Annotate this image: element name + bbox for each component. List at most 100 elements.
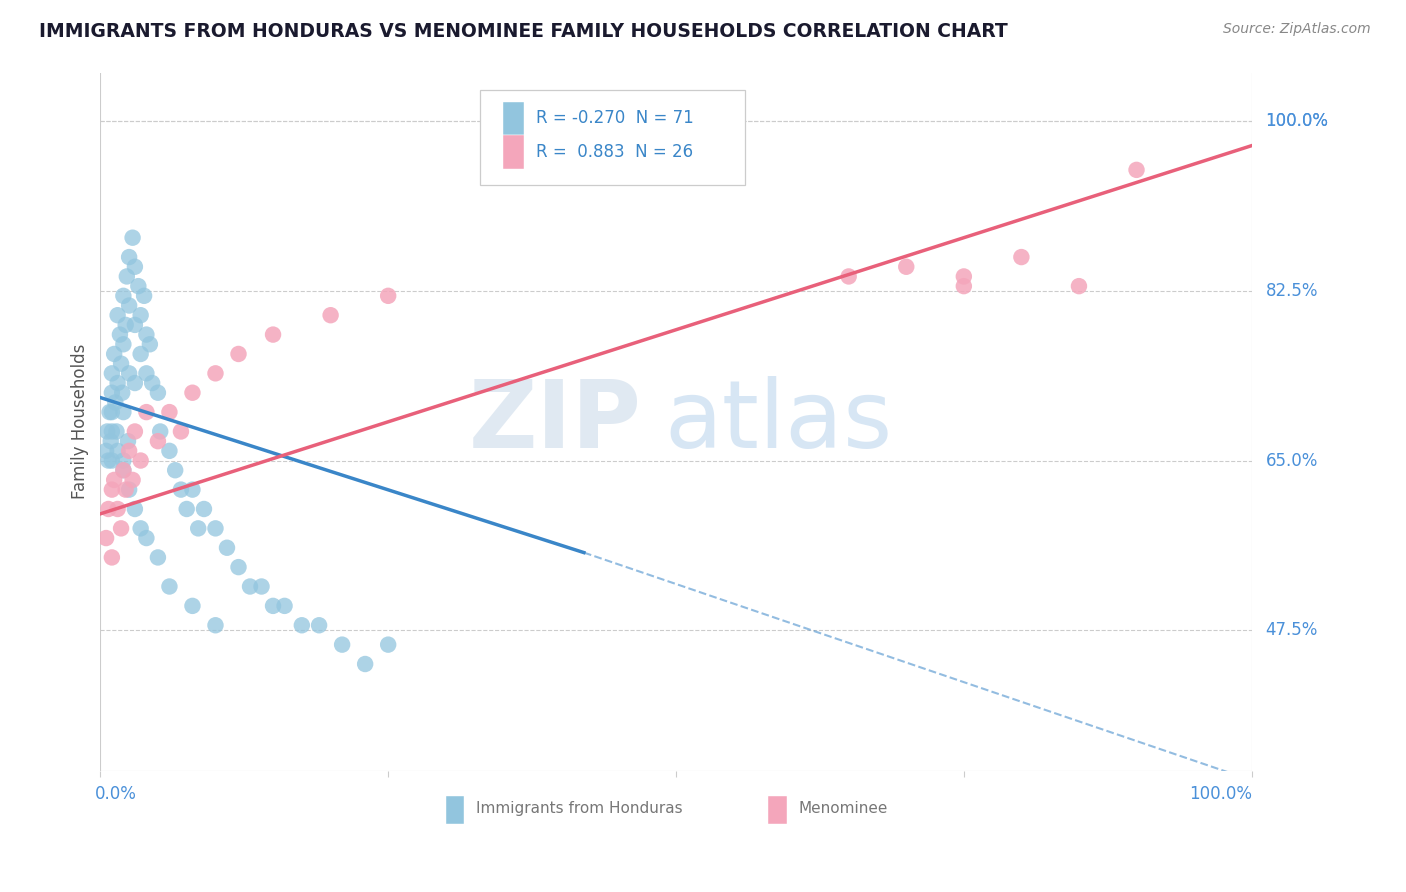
Point	[114, 318, 136, 332]
Point	[273, 599, 295, 613]
Point	[121, 473, 143, 487]
Point	[239, 580, 262, 594]
Point	[112, 405, 135, 419]
FancyBboxPatch shape	[446, 797, 464, 824]
Point	[159, 443, 181, 458]
Point	[98, 405, 121, 419]
Point	[96, 425, 118, 439]
Point	[103, 347, 125, 361]
Point	[118, 483, 141, 497]
Point	[953, 269, 976, 284]
Text: Source: ZipAtlas.com: Source: ZipAtlas.com	[1223, 22, 1371, 37]
Point	[132, 289, 155, 303]
Point	[107, 308, 129, 322]
Point	[204, 367, 226, 381]
FancyBboxPatch shape	[481, 90, 745, 185]
Point	[111, 385, 134, 400]
Point	[187, 521, 209, 535]
Point	[308, 618, 330, 632]
Point	[193, 502, 215, 516]
Point	[204, 521, 226, 535]
Point	[135, 327, 157, 342]
Point	[107, 443, 129, 458]
Point	[117, 434, 139, 449]
Point	[108, 327, 131, 342]
Point	[112, 289, 135, 303]
Point	[262, 327, 284, 342]
Point	[107, 376, 129, 390]
Point	[101, 385, 124, 400]
Point	[250, 580, 273, 594]
Point	[118, 443, 141, 458]
Point	[159, 405, 181, 419]
Point	[319, 308, 342, 322]
Point	[228, 347, 250, 361]
Point	[124, 318, 146, 332]
Point	[110, 357, 132, 371]
Point	[112, 463, 135, 477]
Point	[97, 502, 120, 516]
Point	[129, 453, 152, 467]
Point	[124, 376, 146, 390]
Y-axis label: Family Households: Family Households	[72, 344, 89, 500]
Text: Immigrants from Honduras: Immigrants from Honduras	[475, 802, 682, 816]
Point	[101, 425, 124, 439]
FancyBboxPatch shape	[503, 102, 524, 135]
Point	[103, 473, 125, 487]
Point	[377, 289, 399, 303]
Point	[112, 463, 135, 477]
Point	[118, 250, 141, 264]
Point	[146, 434, 169, 449]
Point	[228, 560, 250, 574]
Point	[100, 434, 122, 449]
Point	[115, 269, 138, 284]
Point	[291, 618, 314, 632]
Point	[101, 453, 124, 467]
Point	[170, 483, 193, 497]
Point	[204, 618, 226, 632]
Text: R =  0.883  N = 26: R = 0.883 N = 26	[536, 143, 693, 161]
Text: 100.0%: 100.0%	[1188, 785, 1251, 803]
Point	[129, 308, 152, 322]
Point	[124, 425, 146, 439]
Text: R = -0.270  N = 71: R = -0.270 N = 71	[536, 110, 693, 128]
Point	[114, 483, 136, 497]
FancyBboxPatch shape	[503, 135, 524, 169]
Point	[101, 550, 124, 565]
Point	[377, 638, 399, 652]
Point	[135, 531, 157, 545]
Point	[112, 337, 135, 351]
Point	[215, 541, 238, 555]
Text: 65.0%: 65.0%	[1265, 451, 1317, 469]
Point	[1010, 250, 1032, 264]
Point	[101, 367, 124, 381]
Point	[354, 657, 377, 671]
Point	[141, 376, 163, 390]
Text: atlas: atlas	[665, 376, 893, 467]
Text: 100.0%: 100.0%	[1265, 112, 1329, 130]
Point	[838, 269, 860, 284]
Text: Menominee: Menominee	[799, 802, 887, 816]
Point	[146, 550, 169, 565]
Point	[101, 405, 124, 419]
Point	[149, 425, 172, 439]
Point	[135, 405, 157, 419]
Point	[127, 279, 149, 293]
Point	[139, 337, 162, 351]
Point	[165, 463, 187, 477]
Point	[94, 443, 117, 458]
Text: IMMIGRANTS FROM HONDURAS VS MENOMINEE FAMILY HOUSEHOLDS CORRELATION CHART: IMMIGRANTS FROM HONDURAS VS MENOMINEE FA…	[39, 22, 1008, 41]
Point	[129, 521, 152, 535]
Point	[129, 347, 152, 361]
Point	[896, 260, 918, 274]
Point	[118, 367, 141, 381]
Point	[953, 279, 976, 293]
Point	[104, 395, 127, 409]
Point	[135, 367, 157, 381]
Point	[121, 230, 143, 244]
Text: 47.5%: 47.5%	[1265, 621, 1317, 639]
Point	[124, 260, 146, 274]
Point	[105, 425, 128, 439]
Point	[176, 502, 198, 516]
Point	[107, 502, 129, 516]
